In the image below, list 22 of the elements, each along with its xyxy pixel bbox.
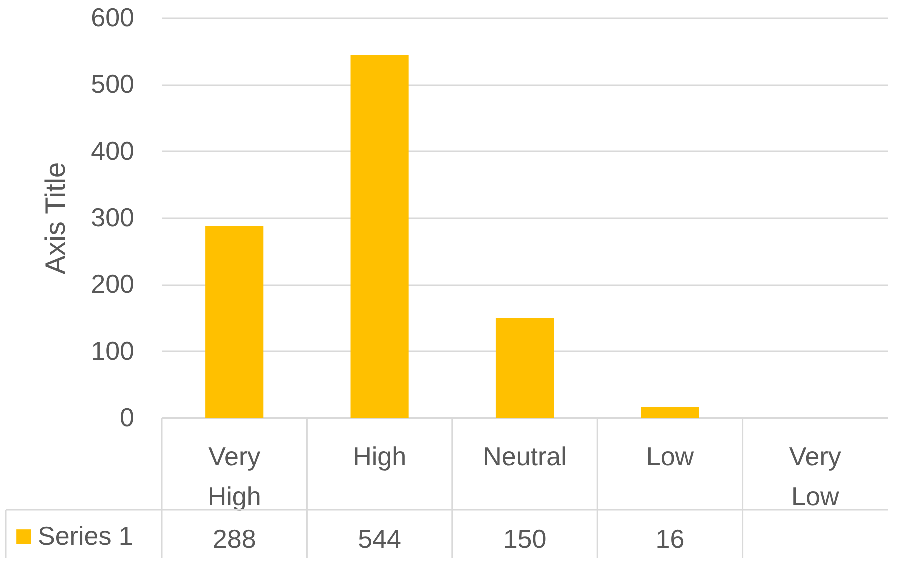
y-tick-label: 300: [91, 202, 134, 232]
bar: [496, 318, 554, 418]
x-tick-label: Very Low: [789, 442, 842, 512]
data-label: 150: [503, 524, 547, 554]
y-tick-label: 0: [120, 402, 134, 432]
x-tick-label: Very High: [208, 442, 262, 512]
bar: [350, 55, 409, 418]
legend-label: Series 1: [38, 521, 134, 551]
y-tick-label: 600: [91, 2, 134, 32]
x-tick-label: Low: [646, 442, 694, 472]
data-label: 544: [358, 524, 402, 554]
y-tick-label: 400: [91, 136, 134, 166]
x-tick-label: Neutral: [483, 442, 567, 472]
x-tick-label: High: [353, 442, 407, 472]
y-tick-label: 100: [91, 336, 134, 366]
bar: [641, 407, 700, 418]
data-label: 16: [656, 524, 685, 554]
y-axis-title: Axis Title: [40, 162, 72, 275]
y-tick-label: 500: [91, 69, 134, 100]
data-label: 288: [212, 524, 256, 554]
bar: [206, 226, 264, 418]
y-tick-label: 200: [91, 269, 134, 300]
